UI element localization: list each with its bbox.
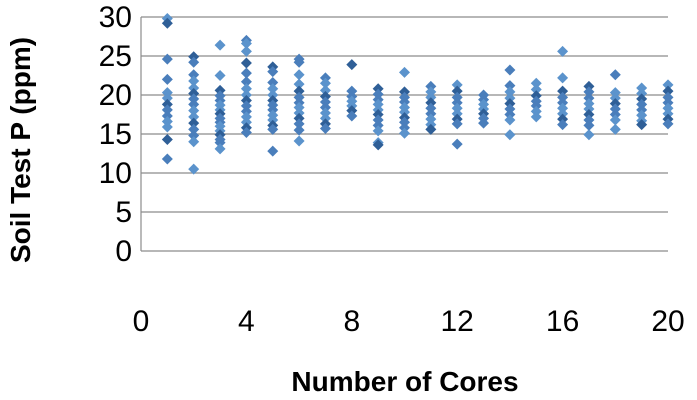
data-point [240, 45, 252, 57]
data-point [478, 117, 490, 129]
data-point [319, 123, 331, 135]
data-point [214, 143, 226, 155]
x-axis-title: Number of Cores [291, 366, 518, 397]
data-point [451, 79, 463, 91]
data-point [372, 125, 384, 137]
x-tick-label-16: 16 [546, 305, 579, 338]
data-point [161, 104, 173, 116]
data-point [161, 53, 173, 65]
data-point [504, 114, 516, 126]
y-tick-label-25: 25 [99, 40, 132, 73]
data-point [425, 123, 437, 135]
x-tick-label-4: 4 [238, 305, 255, 338]
data-point [240, 38, 252, 50]
data-point [267, 77, 279, 89]
data-point [293, 69, 305, 81]
data-point [557, 72, 569, 84]
data-point [557, 85, 569, 97]
data-point [662, 85, 674, 97]
data-point [240, 76, 252, 88]
data-point [583, 119, 595, 131]
data-point [293, 85, 305, 97]
data-point [372, 139, 384, 151]
data-point [504, 80, 516, 92]
x-tick-label-20: 20 [651, 305, 684, 338]
data-point [504, 64, 516, 76]
data-point [267, 123, 279, 135]
data-point [451, 118, 463, 130]
data-point [451, 85, 463, 97]
data-point [530, 111, 542, 123]
data-point [319, 77, 331, 89]
data-point [267, 66, 279, 78]
data-point [346, 110, 358, 122]
data-point [188, 136, 200, 148]
data-points [161, 13, 674, 175]
data-point [530, 84, 542, 96]
data-point [583, 86, 595, 98]
data-point [214, 70, 226, 81]
y-axis-title: Soil Test P (ppm) [5, 37, 36, 263]
data-point [399, 66, 410, 78]
data-point [161, 73, 173, 85]
data-point [530, 77, 542, 89]
data-point [188, 130, 200, 142]
data-point [293, 78, 305, 90]
x-tick-label-12: 12 [441, 305, 474, 338]
y-tick-label-20: 20 [99, 79, 132, 112]
data-point [188, 69, 200, 81]
data-point [293, 56, 305, 68]
x-tick-label-0: 0 [133, 305, 150, 338]
data-point [609, 123, 621, 135]
data-point [662, 79, 674, 91]
data-point [293, 118, 305, 130]
y-tick-label-5: 5 [115, 196, 132, 229]
data-point [161, 153, 173, 165]
data-point [267, 83, 279, 95]
data-point [609, 114, 621, 126]
data-point [557, 45, 569, 57]
data-point [161, 17, 173, 29]
data-point [636, 119, 648, 131]
data-point [240, 126, 252, 138]
data-point [240, 83, 252, 95]
data-point [188, 163, 200, 175]
x-tick-label-8: 8 [343, 305, 360, 338]
data-point [240, 67, 252, 79]
data-point [214, 137, 226, 149]
data-point [161, 92, 173, 104]
data-point [267, 145, 279, 157]
y-tick-label-0: 0 [115, 235, 132, 268]
data-point [399, 127, 410, 139]
data-point [346, 59, 358, 71]
data-point [293, 124, 305, 136]
data-point [583, 129, 595, 141]
data-point [662, 118, 674, 130]
data-point [214, 39, 226, 51]
data-point [161, 133, 173, 145]
data-point [188, 123, 200, 135]
data-point [319, 84, 331, 96]
y-tick-labels: 0 5 10 15 20 25 30 [99, 1, 132, 268]
data-point [188, 75, 200, 87]
y-tick-label-10: 10 [99, 157, 132, 190]
data-point [504, 86, 516, 98]
data-point [188, 56, 200, 68]
data-point [293, 135, 305, 147]
x-tick-labels: 0 4 8 12 16 20 [133, 305, 685, 338]
data-point [188, 98, 200, 110]
y-tick-label-15: 15 [99, 118, 132, 151]
data-point [504, 129, 516, 141]
data-point [188, 117, 200, 129]
data-point [240, 57, 252, 69]
data-point [188, 105, 200, 117]
data-point [557, 119, 569, 131]
data-point [161, 121, 173, 133]
data-point [609, 69, 621, 81]
data-point [451, 138, 463, 150]
y-tick-label-30: 30 [99, 1, 132, 34]
data-point [188, 111, 200, 123]
axes [140, 17, 668, 252]
